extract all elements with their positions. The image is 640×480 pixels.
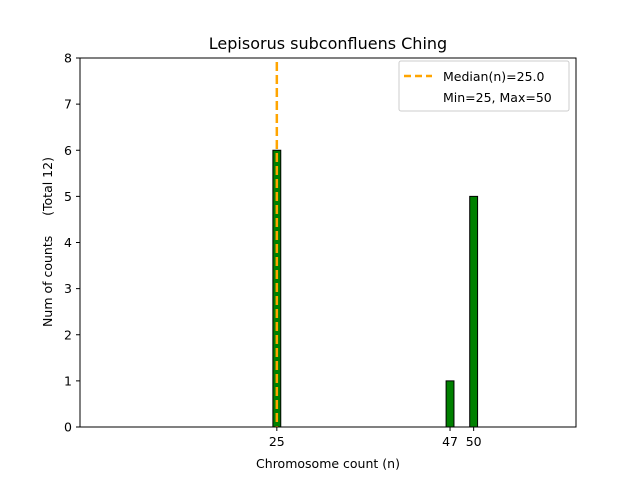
y-tick-label-2: 2 xyxy=(64,327,72,342)
plot-background xyxy=(80,58,576,427)
bar-n-47 xyxy=(445,380,455,428)
y-tick-label-4: 4 xyxy=(64,235,72,250)
y-tick-label-6: 6 xyxy=(64,143,72,158)
x-tick-label-50: 50 xyxy=(466,434,482,449)
y-axis-label: Num of counts (Total 12) xyxy=(40,157,55,327)
y-tick-label-0: 0 xyxy=(64,420,72,435)
x-tick-label-47: 47 xyxy=(442,434,458,449)
legend-box xyxy=(398,60,570,112)
y-tick-label-1: 1 xyxy=(64,373,72,388)
y-tick-label-8: 8 xyxy=(64,51,72,66)
x-tick-label-25: 25 xyxy=(269,434,285,449)
chart-title: Lepisorus subconfluens Ching xyxy=(209,34,447,53)
y-ticks: 0 1 2 3 4 5 6 7 8 xyxy=(64,51,80,435)
y-tick-label-7: 7 xyxy=(64,97,72,112)
legend-entry-range: Min=25, Max=50 xyxy=(443,90,552,105)
plot-area xyxy=(80,58,576,427)
y-tick-label-3: 3 xyxy=(64,281,72,296)
bar-n-50 xyxy=(469,195,479,428)
legend: Median(n)=25.0 Min=25, Max=50 xyxy=(398,60,570,112)
x-axis-label: Chromosome count (n) xyxy=(256,456,400,471)
legend-entry-median: Median(n)=25.0 xyxy=(443,69,544,84)
y-tick-label-5: 5 xyxy=(64,189,72,204)
x-ticks: 25 47 50 xyxy=(269,427,482,449)
